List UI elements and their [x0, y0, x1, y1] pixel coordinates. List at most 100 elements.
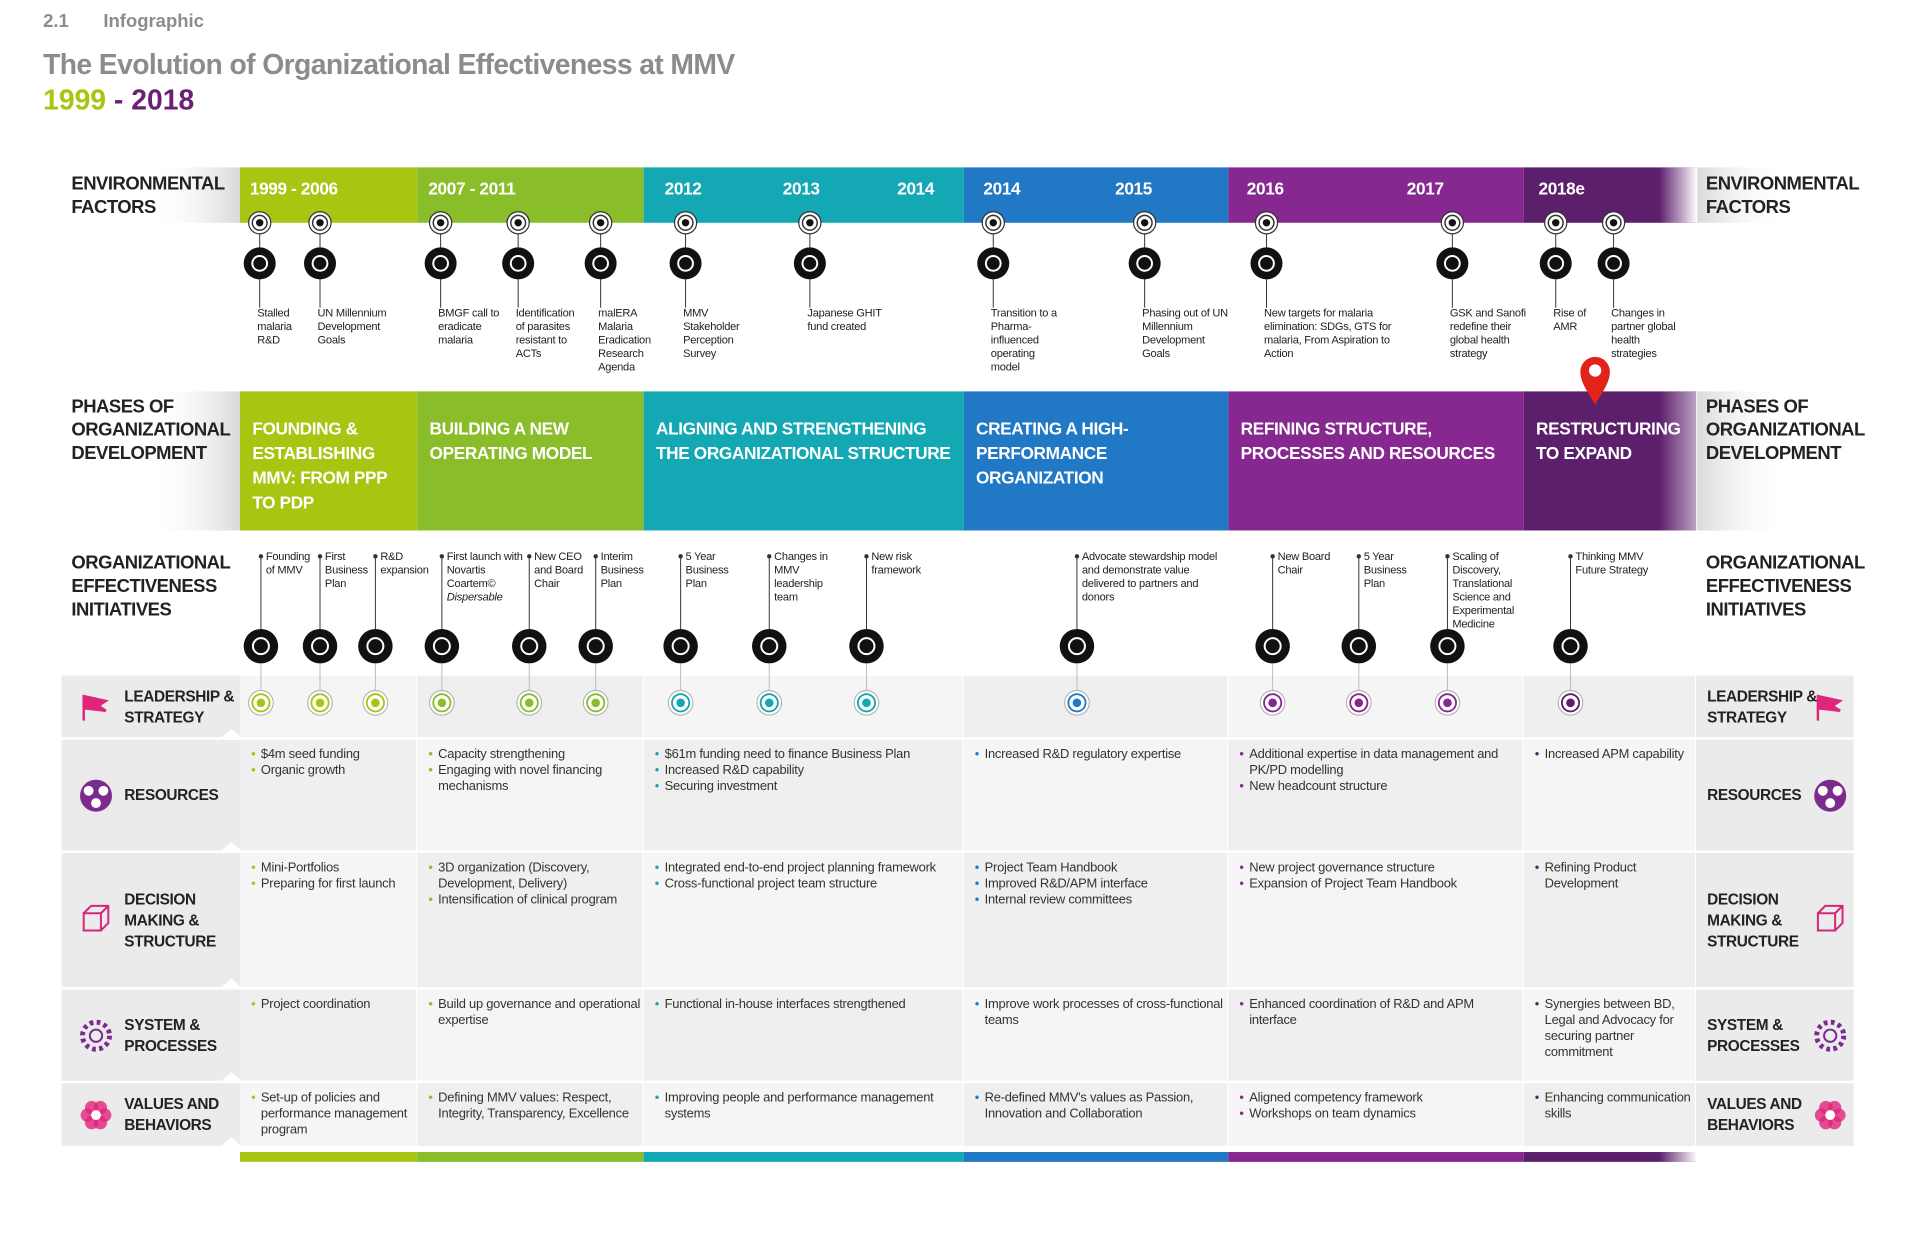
event-target	[432, 214, 449, 231]
initiative-dot	[678, 554, 683, 559]
phase-title: ALIGNING AND STRENGTHENING THE ORGANIZAT…	[656, 418, 951, 463]
leadership-target	[432, 693, 452, 713]
year-end: 2018	[131, 83, 195, 116]
event-target	[311, 214, 329, 231]
dimension-label: RESOURCES	[124, 786, 219, 804]
phase-title: RESTRUCTURING TO EXPAND	[1536, 418, 1681, 463]
dimension-label: SYSTEM & PROCESSES	[1707, 1016, 1800, 1055]
event-icon	[243, 247, 276, 280]
event-text: Japanese GHIT fund created	[807, 306, 882, 333]
row-chevron	[221, 1072, 242, 1081]
list-item: Refining Product Development	[1535, 860, 1695, 892]
initiative-icon	[432, 637, 451, 656]
phase-title: BUILDING A NEW OPERATING MODEL	[429, 418, 593, 463]
row-chevron	[221, 728, 242, 738]
row-label: ORGANIZATIONAL EFFECTIVENESS INITIATIVES	[1705, 552, 1865, 621]
list-item: Improve work processes of cross-function…	[975, 997, 1227, 1029]
event-icon	[1443, 255, 1461, 272]
initiative-dot	[767, 554, 772, 559]
initiative-icon	[1059, 628, 1095, 664]
event-target	[677, 214, 694, 231]
row-label: ENVIRONMENTAL FACTORS	[71, 173, 225, 218]
event-text: malERA Malaria Eradication Research Agen…	[598, 306, 651, 373]
initiative-icon	[520, 637, 539, 656]
dimension-label: VALUES AND BEHAVIORS	[124, 1095, 219, 1134]
row-label: PHASES OF ORGANIZATIONAL DEVELOPMENT	[71, 396, 230, 465]
gear-icon	[80, 1019, 113, 1052]
title: The Evolution of Organizational Effectiv…	[43, 48, 735, 81]
initiative-dot	[373, 554, 378, 559]
year-label: 2015	[1115, 178, 1152, 199]
bottom-bar	[1228, 1152, 1524, 1162]
year-separator: -	[113, 83, 124, 116]
event-icon	[251, 255, 269, 272]
row-chevron	[221, 841, 242, 851]
flower-icon	[91, 1110, 101, 1121]
initiative-icon	[311, 637, 329, 656]
event-icon	[592, 255, 609, 272]
list-item: Synergies between BD, Legal and Advocacy…	[1535, 997, 1695, 1061]
initiative-text: Scaling of Discovery, Translational Scie…	[1452, 550, 1515, 631]
initiative-icon	[251, 637, 270, 656]
row-cell-bg	[1523, 675, 1695, 738]
dimension-label: RESOURCES	[1707, 786, 1802, 804]
initiative-text: Founding of MMV	[265, 550, 311, 577]
year-range: 1999 - 2018	[43, 84, 194, 117]
event-target	[256, 219, 264, 227]
list-item: Build up governance and operational expe…	[428, 997, 642, 1029]
band-fade	[1659, 167, 1698, 223]
leadership-target	[591, 698, 601, 708]
initiative-dot	[1445, 554, 1450, 559]
bottom-bar	[643, 1152, 964, 1162]
leadership-target	[1263, 693, 1283, 713]
list-item: Preparing for first launch	[251, 876, 416, 892]
location-pin	[1580, 356, 1610, 405]
initiative-text: 5 Year Business Plan	[685, 550, 729, 590]
list-item: Increased APM capability	[1535, 747, 1695, 763]
event-target	[1547, 214, 1564, 231]
list-item: Set-up of policies and performance manag…	[251, 1090, 416, 1138]
leadership-target	[256, 698, 266, 708]
list-item: Intensification of clinical program	[428, 892, 642, 908]
year-label: 2014	[897, 178, 935, 199]
initiative-dot	[527, 554, 532, 559]
initiative-dot	[317, 554, 323, 559]
event-target	[1609, 219, 1618, 227]
flag-icon	[82, 694, 109, 721]
list-item: Workshops on team dynamics	[1239, 1106, 1522, 1122]
initiative-text: 5 Year Business Plan	[1363, 550, 1407, 590]
leadership-target	[437, 698, 447, 708]
initiative-icon	[512, 628, 547, 664]
row-cell-bg	[963, 675, 1228, 738]
event-icon	[311, 255, 329, 272]
list-item: $4m seed funding	[251, 747, 416, 763]
dimension-label: LEADERSHIP & STRATEGY	[124, 687, 235, 726]
initiative-text: New risk framework	[871, 550, 921, 577]
event-text: New targets for malaria elimination: SDG…	[1264, 306, 1392, 360]
initiative-dot	[593, 554, 598, 559]
leadership-target	[676, 698, 685, 708]
list-item: Organic growth	[251, 763, 416, 779]
initiative-icon	[1430, 628, 1465, 664]
leadership-target	[671, 693, 691, 713]
initiative-icon	[1561, 637, 1580, 656]
phase-band	[240, 391, 418, 531]
event-target	[1258, 214, 1275, 231]
event-text: BMGF call to eradicate malaria	[438, 306, 500, 346]
event-icon	[1128, 247, 1161, 280]
initiative-text: Advocate stewardship model and demonstra…	[1081, 550, 1218, 604]
list-item: New headcount structure	[1239, 779, 1522, 795]
initiative-text: New Board Chair	[1277, 550, 1331, 577]
event-icon	[669, 247, 702, 280]
initiative-icon	[302, 628, 338, 664]
leadership-target	[764, 698, 774, 708]
initiative-icon	[1438, 637, 1457, 656]
leadership-target	[371, 698, 380, 708]
year-label: 2007 - 2011	[428, 178, 516, 199]
phase-title: CREATING A HIGH-PERFORMANCE ORGANIZATION	[976, 418, 1129, 488]
event-text: Identification of parasites resistant to…	[515, 306, 575, 360]
event-target	[1140, 219, 1149, 227]
initiative-icon	[849, 628, 884, 664]
list-item: Additional expertise in data management …	[1239, 747, 1522, 779]
